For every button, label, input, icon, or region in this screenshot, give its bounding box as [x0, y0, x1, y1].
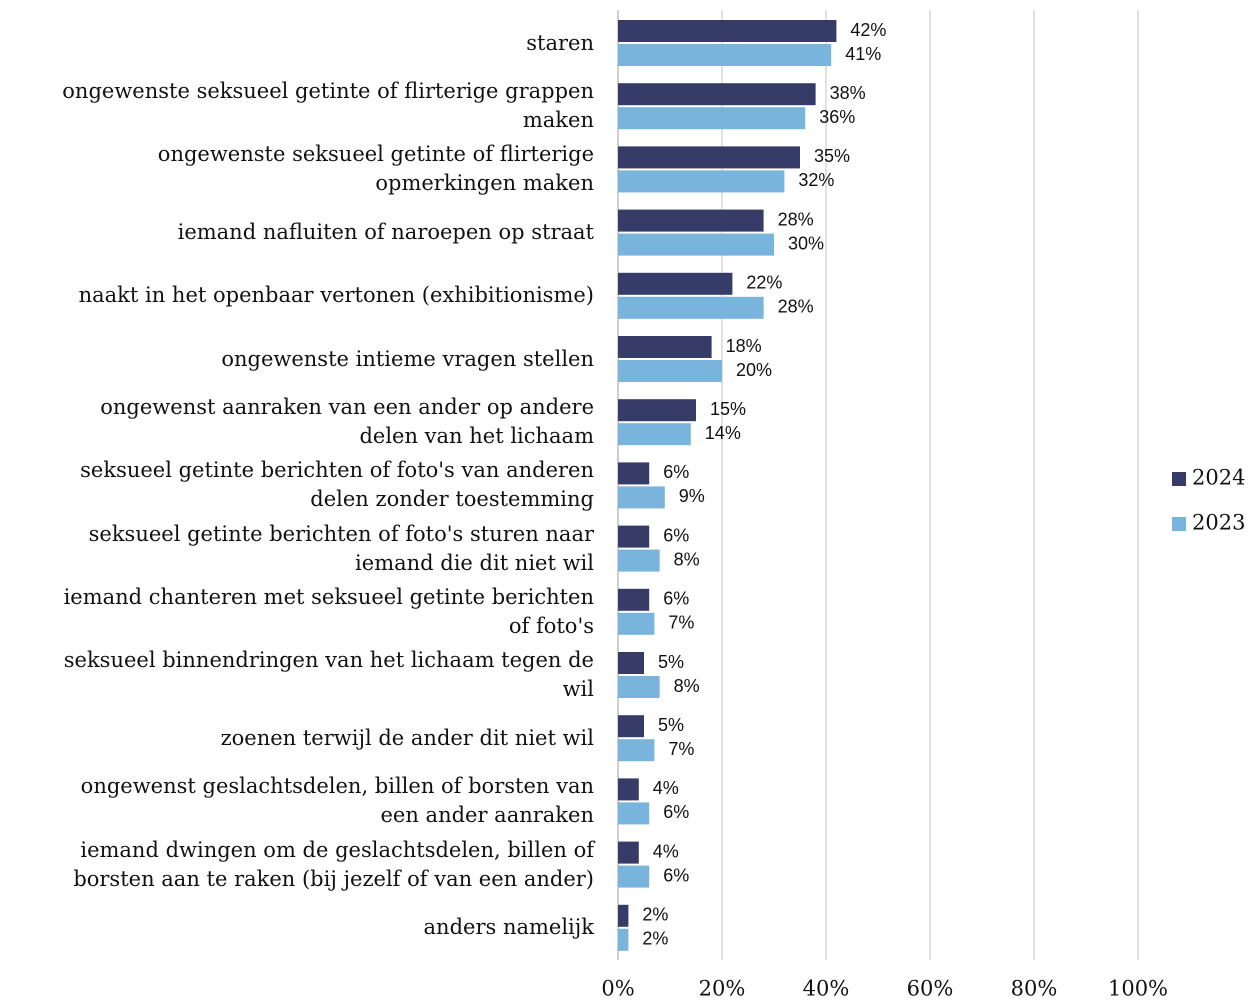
bar — [618, 272, 733, 295]
value-label: 9% — [679, 486, 705, 506]
value-label: 6% — [663, 589, 689, 609]
value-label: 35% — [814, 146, 850, 166]
category-label: iemand dwingen om de geslachtsdelen, bil… — [73, 837, 594, 891]
bar — [618, 588, 650, 611]
bar — [618, 83, 816, 106]
bar — [618, 360, 722, 382]
category-label: ongewenst geslachtsdelen, billen of bors… — [80, 774, 594, 828]
value-label: 36% — [819, 107, 855, 127]
bar — [618, 146, 800, 169]
bar — [618, 676, 660, 698]
value-label: 30% — [788, 233, 824, 253]
bar — [618, 20, 837, 42]
value-label: 41% — [845, 44, 881, 64]
value-label: 14% — [705, 423, 741, 443]
bar — [618, 170, 785, 193]
category-label: seksueel getinte berichten of foto's van… — [80, 458, 594, 512]
value-label: 42% — [850, 20, 886, 40]
category-label: anders namelijk — [423, 915, 594, 940]
category-label: iemand nafluiten of naroepen op straat — [177, 220, 594, 245]
bar — [618, 904, 629, 927]
bar — [618, 549, 660, 572]
value-label: 28% — [778, 297, 814, 317]
value-label: 6% — [663, 462, 689, 482]
x-tick-label: 60% — [907, 977, 954, 1000]
bar — [618, 486, 665, 509]
value-label: 18% — [726, 336, 762, 356]
legend-swatch — [1172, 472, 1186, 486]
value-label: 38% — [830, 83, 866, 103]
value-label: 2% — [642, 929, 668, 949]
value-label: 5% — [658, 715, 684, 735]
value-label: 8% — [674, 549, 700, 569]
bar — [618, 652, 644, 674]
bar — [618, 525, 650, 548]
x-tick-label: 100% — [1108, 977, 1168, 1000]
category-label: ongewenste seksueel getinte of flirterig… — [157, 142, 594, 196]
bar — [618, 928, 629, 951]
value-label: 8% — [674, 676, 700, 696]
legend-label: 2023 — [1192, 511, 1245, 535]
bar — [618, 715, 644, 738]
bar — [618, 336, 712, 358]
bar — [618, 865, 650, 888]
bar — [618, 233, 774, 256]
x-tick-label: 80% — [1011, 977, 1058, 1000]
category-label: seksueel getinte berichten of foto's stu… — [88, 521, 594, 575]
value-label: 5% — [658, 652, 684, 672]
category-label: zoenen terwijl de ander dit niet wil — [220, 725, 594, 750]
bar — [618, 612, 655, 635]
value-label: 7% — [668, 613, 694, 633]
bar — [618, 399, 696, 422]
bar — [618, 296, 764, 319]
bar — [618, 423, 691, 446]
bar — [618, 739, 655, 762]
bar — [618, 44, 832, 66]
bar — [618, 462, 650, 485]
bar — [618, 209, 764, 232]
x-tick-label: 40% — [803, 977, 850, 1000]
value-label: 32% — [798, 170, 834, 190]
value-label: 4% — [653, 778, 679, 798]
x-tick-label: 20% — [699, 977, 746, 1000]
category-label: seksueel binnendringen van het lichaam t… — [63, 648, 594, 701]
value-label: 20% — [736, 360, 772, 380]
category-label: ongewenste intieme vragen stellen — [221, 346, 594, 371]
category-label: iemand chanteren met seksueel getinte be… — [63, 584, 594, 638]
x-tick-label: 0% — [601, 977, 634, 1000]
value-label: 6% — [663, 865, 689, 885]
value-label: 15% — [710, 399, 746, 419]
bar — [618, 107, 806, 130]
value-label: 4% — [653, 841, 679, 861]
bar — [618, 802, 650, 825]
value-label: 28% — [778, 209, 814, 229]
value-label: 6% — [663, 802, 689, 822]
value-label: 22% — [746, 273, 782, 293]
category-label: staren — [526, 30, 594, 55]
bar — [618, 778, 639, 801]
category-label: naakt in het openbaar vertonen (exhibiti… — [78, 283, 594, 308]
value-label: 2% — [642, 905, 668, 925]
value-label: 7% — [668, 739, 694, 759]
legend-label: 2024 — [1192, 466, 1245, 490]
category-label: ongewenste seksueel getinte of flirterig… — [62, 79, 594, 133]
category-label: ongewenst aanraken van een ander op ande… — [100, 395, 594, 449]
legend-swatch — [1172, 517, 1186, 531]
value-label: 6% — [663, 525, 689, 545]
bar — [618, 841, 639, 864]
